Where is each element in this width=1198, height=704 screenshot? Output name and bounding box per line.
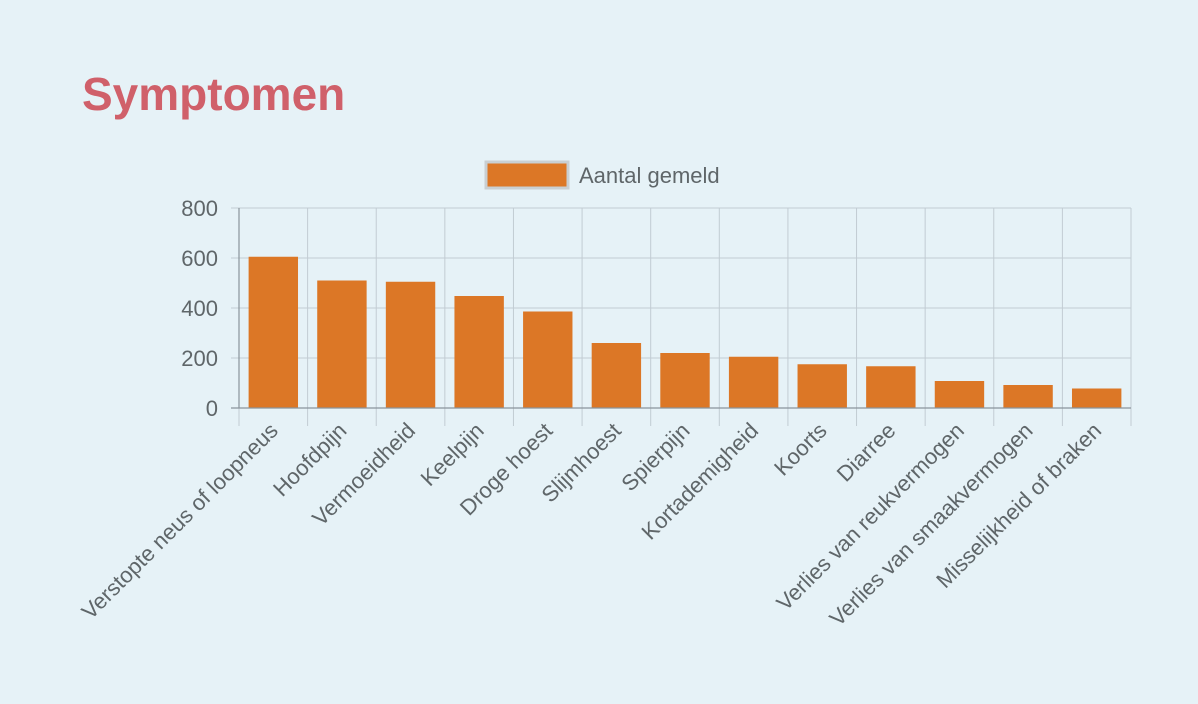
y-tick-label: 800: [181, 196, 218, 221]
x-tick-label: Diarree: [832, 418, 901, 487]
y-tick-label: 400: [181, 296, 218, 321]
y-tick-label: 600: [181, 246, 218, 271]
legend-label[interactable]: Aantal gemeld: [579, 163, 720, 188]
bar[interactable]: [248, 256, 299, 408]
x-tick-labels: Verstopte neus of loopneusHoofdpijnVermo…: [77, 418, 1107, 631]
bar[interactable]: [866, 366, 916, 408]
bar[interactable]: [317, 280, 367, 409]
bar[interactable]: [660, 353, 710, 408]
x-tick-label: Koorts: [769, 418, 832, 481]
legend[interactable]: Aantal gemeld: [484, 160, 720, 190]
y-tick-labels: 0 200 400 600 800: [181, 196, 218, 421]
bar[interactable]: [1003, 385, 1053, 408]
axes: [231, 207, 1132, 426]
bars: [248, 256, 1122, 409]
y-tick-label: 200: [181, 346, 218, 371]
grid-lines: [238, 207, 1132, 408]
bar[interactable]: [454, 296, 504, 408]
legend-swatch[interactable]: [484, 160, 570, 190]
bar[interactable]: [728, 356, 779, 408]
page-title: Symptomen: [82, 68, 346, 120]
bar[interactable]: [797, 364, 847, 408]
y-tick-label: 0: [206, 396, 218, 421]
bar[interactable]: [523, 311, 573, 409]
x-tick-label: Kortademigheid: [637, 418, 764, 545]
bar[interactable]: [385, 281, 436, 408]
bar[interactable]: [1071, 388, 1122, 409]
x-tick-label: Verstopte neus of loopneus: [77, 418, 283, 624]
bar[interactable]: [591, 343, 642, 408]
bar[interactable]: [934, 381, 985, 408]
